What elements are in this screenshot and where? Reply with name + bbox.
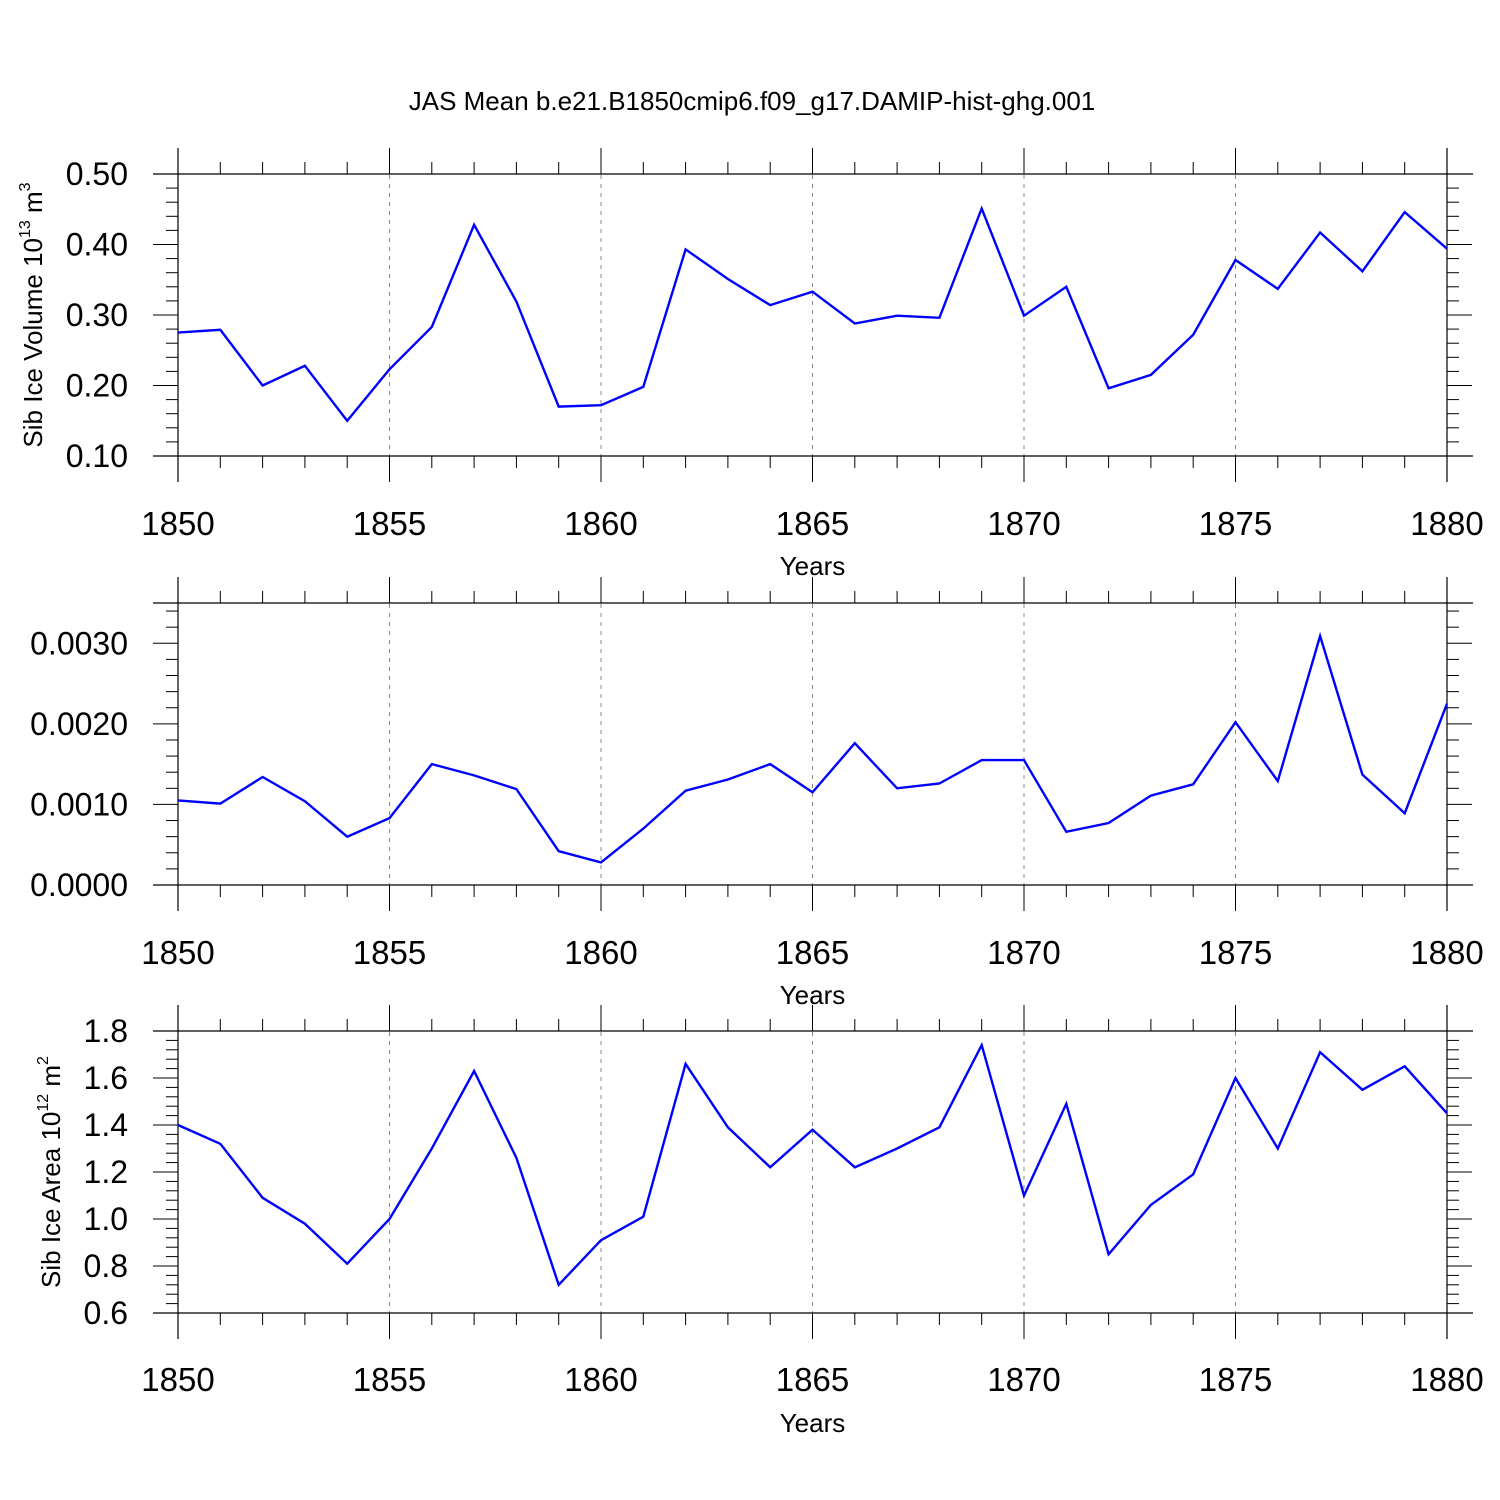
x-tick-label: 1850 [141,1361,214,1398]
y-tick-label: 0.10 [66,438,128,474]
x-tick-label: 1880 [1410,505,1483,542]
chart-panel-3: 0.6 0.8 1.0 1.2 1.4 1.6 1.8 1850 1855 1860 1865 187… [35,1005,1484,1438]
y-tick-label: 1.8 [84,1013,128,1049]
chart-panel-1: 0.10 0.20 0.30 0.40 0.50 1850 1855 1860 1865 1870… [17,148,1484,581]
x-axis-label: Years [780,551,846,581]
y-tick-label: 0.0010 [30,786,128,822]
y-tick-label: 0.40 [66,227,128,263]
x-tick-label: 1850 [141,934,214,971]
x-tick-label: 1875 [1199,505,1272,542]
y-tick-label: 1.6 [84,1060,128,1096]
y-axis-label: Sib Snow Volume 1013 m3 [0,596,4,892]
y-tick-label: 0.8 [84,1248,128,1284]
x-tick-label: 1855 [353,1361,426,1398]
x-tick-label: 1855 [353,934,426,971]
y-axis-label: Sib Ice Area 1012 m2 [35,1056,66,1288]
x-tick-label: 1855 [353,505,426,542]
x-tick-label: 1860 [564,505,637,542]
y-tick-label: 0.50 [66,156,128,192]
x-tick-label: 1870 [987,934,1060,971]
x-tick-label: 1865 [776,1361,849,1398]
y-tick-label: 1.2 [84,1154,128,1190]
y-tick-label: 0.30 [66,297,128,333]
chart-title: JAS Mean b.e21.B1850cmip6.f09_g17.DAMIP-… [409,86,1096,116]
y-tick-label: 0.0030 [30,625,128,661]
y-tick-label: 0.0020 [30,706,128,742]
series-line [177,631,1449,864]
x-tick-label: 1880 [1410,1361,1483,1398]
y-tick-label: 0.6 [84,1295,128,1331]
x-axis-label: Years [780,1408,846,1438]
y-tick-label: 1.0 [84,1201,128,1237]
series-line [177,1041,1448,1288]
x-tick-label: 1875 [1199,934,1272,971]
y-tick-label: 0.0000 [30,867,128,903]
chart-panel-2: 0.0000 0.0010 0.0020 0.0030 1850 1855 1860 1865… [0,577,1484,1010]
y-tick-label: 0.20 [66,368,128,404]
x-tick-label: 1880 [1410,934,1483,971]
x-tick-label: 1860 [564,1361,637,1398]
x-tick-label: 1860 [564,934,637,971]
y-axis-label: Sib Ice Volume 1013 m3 [17,182,48,447]
x-tick-label: 1850 [141,505,214,542]
x-tick-label: 1870 [987,505,1060,542]
x-tick-label: 1870 [987,1361,1060,1398]
series-line [177,205,1448,423]
x-tick-label: 1875 [1199,1361,1272,1398]
y-tick-label: 1.4 [84,1107,128,1143]
x-tick-label: 1865 [776,934,849,971]
x-tick-label: 1865 [776,505,849,542]
